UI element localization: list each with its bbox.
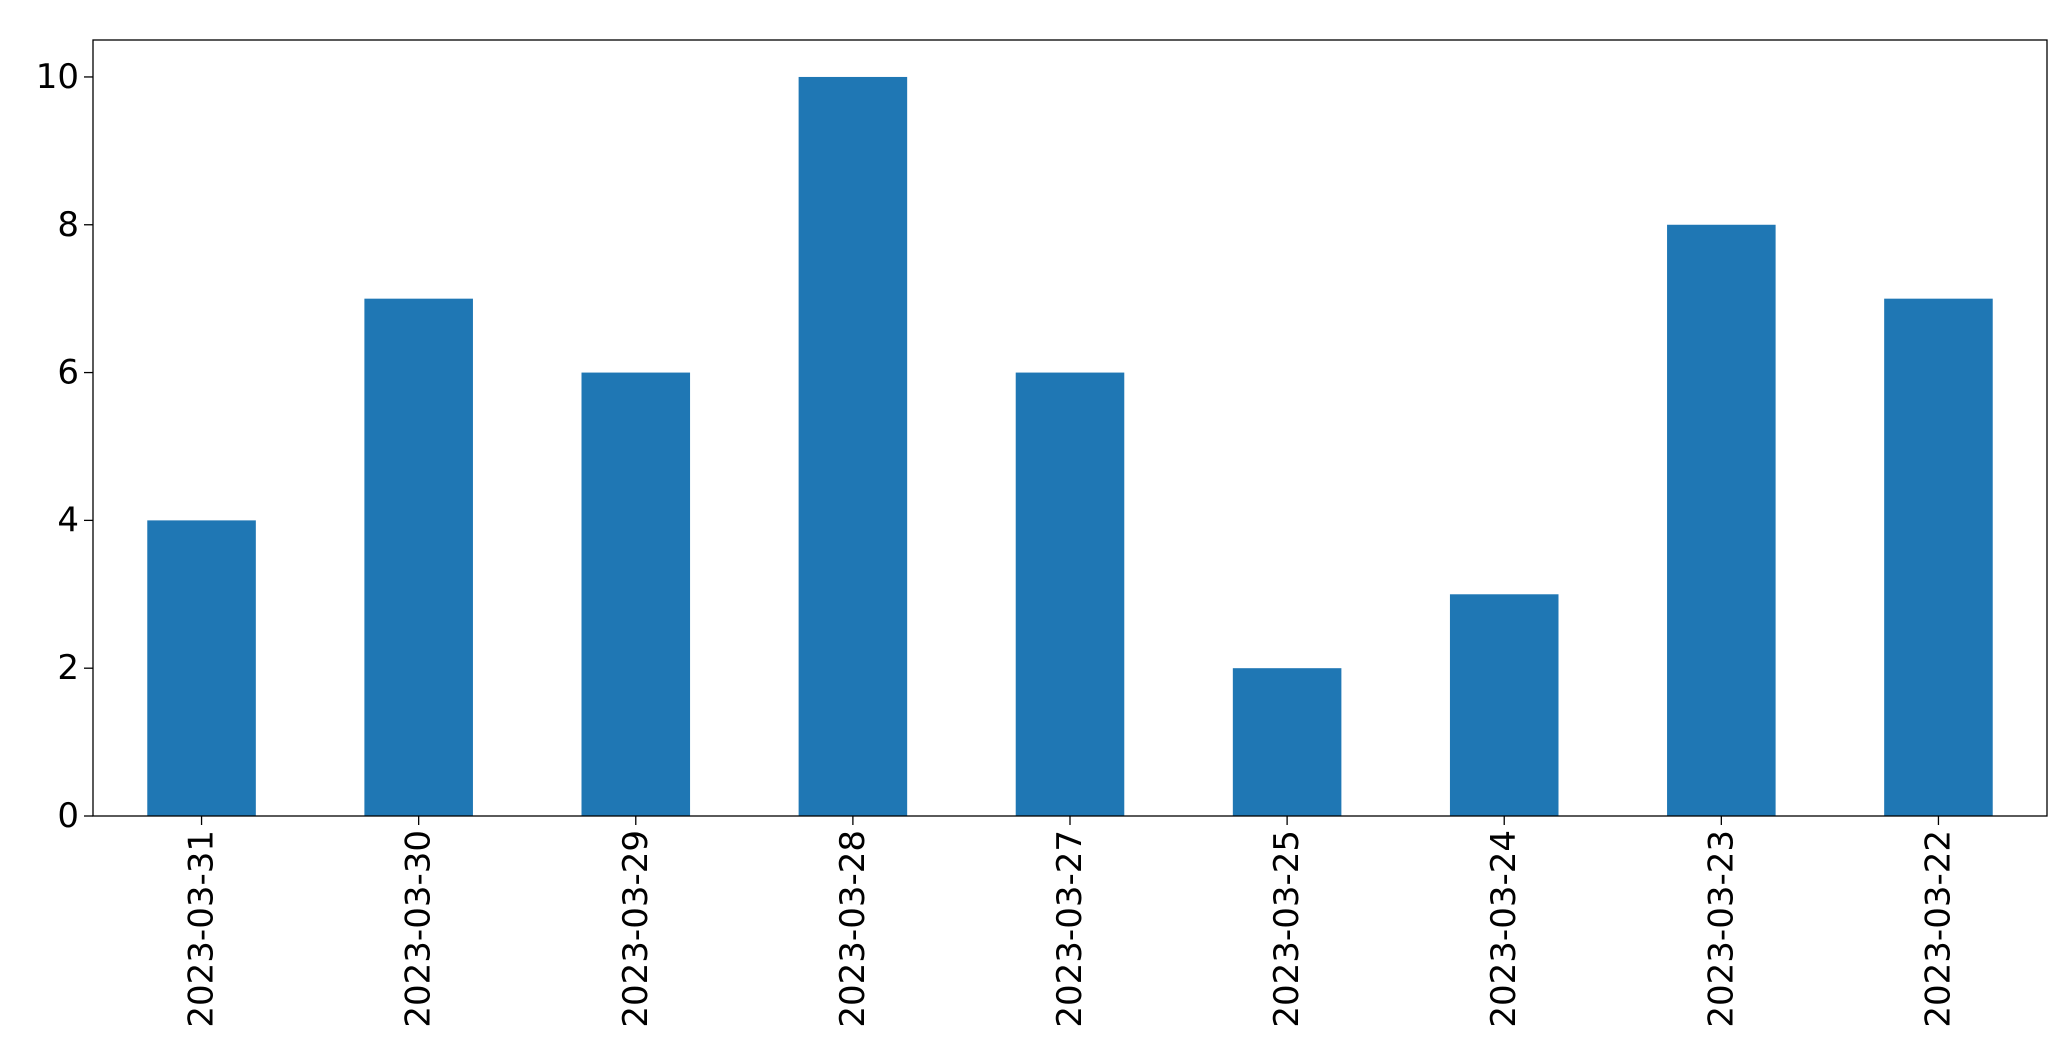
- x-tick-label: 2023-03-25: [1267, 830, 1307, 1028]
- x-tick-label: 2023-03-28: [833, 830, 873, 1028]
- bar-2023-03-31: [147, 520, 256, 816]
- y-tick-label: 0: [57, 796, 79, 836]
- bar-2023-03-25: [1232, 668, 1342, 816]
- x-tick-label: 2023-03-23: [1701, 830, 1741, 1028]
- bar-2023-03-27: [1015, 372, 1125, 816]
- y-tick-label: 10: [36, 57, 79, 97]
- x-tick-label: 2023-03-22: [1918, 830, 1958, 1028]
- bars-layer: [147, 76, 1993, 817]
- x-tick-label: 2023-03-27: [1050, 830, 1090, 1028]
- bar-2023-03-28: [798, 76, 908, 816]
- bar-2023-03-30: [364, 298, 473, 817]
- x-tick-label: 2023-03-24: [1484, 830, 1524, 1028]
- bar-2023-03-29: [581, 372, 691, 816]
- plot-area-frame: [92, 39, 2048, 817]
- y-tick-label: 4: [57, 500, 79, 540]
- y-tick-label: 8: [57, 205, 79, 245]
- y-tick-label: 6: [57, 353, 79, 393]
- ticks-layer: 2023-03-31 2023-03-30 2023-03-29 2023-03-28…: [36, 57, 1959, 1028]
- bar-2023-03-22: [1884, 298, 1993, 817]
- x-tick-label: 2023-03-29: [616, 830, 656, 1028]
- bar-2023-03-23: [1667, 224, 1776, 816]
- bar-2023-03-24: [1449, 594, 1559, 816]
- y-tick-label: 2: [57, 648, 79, 688]
- x-tick-label: 2023-03-30: [399, 830, 439, 1028]
- x-tick-label: 2023-03-31: [182, 830, 222, 1028]
